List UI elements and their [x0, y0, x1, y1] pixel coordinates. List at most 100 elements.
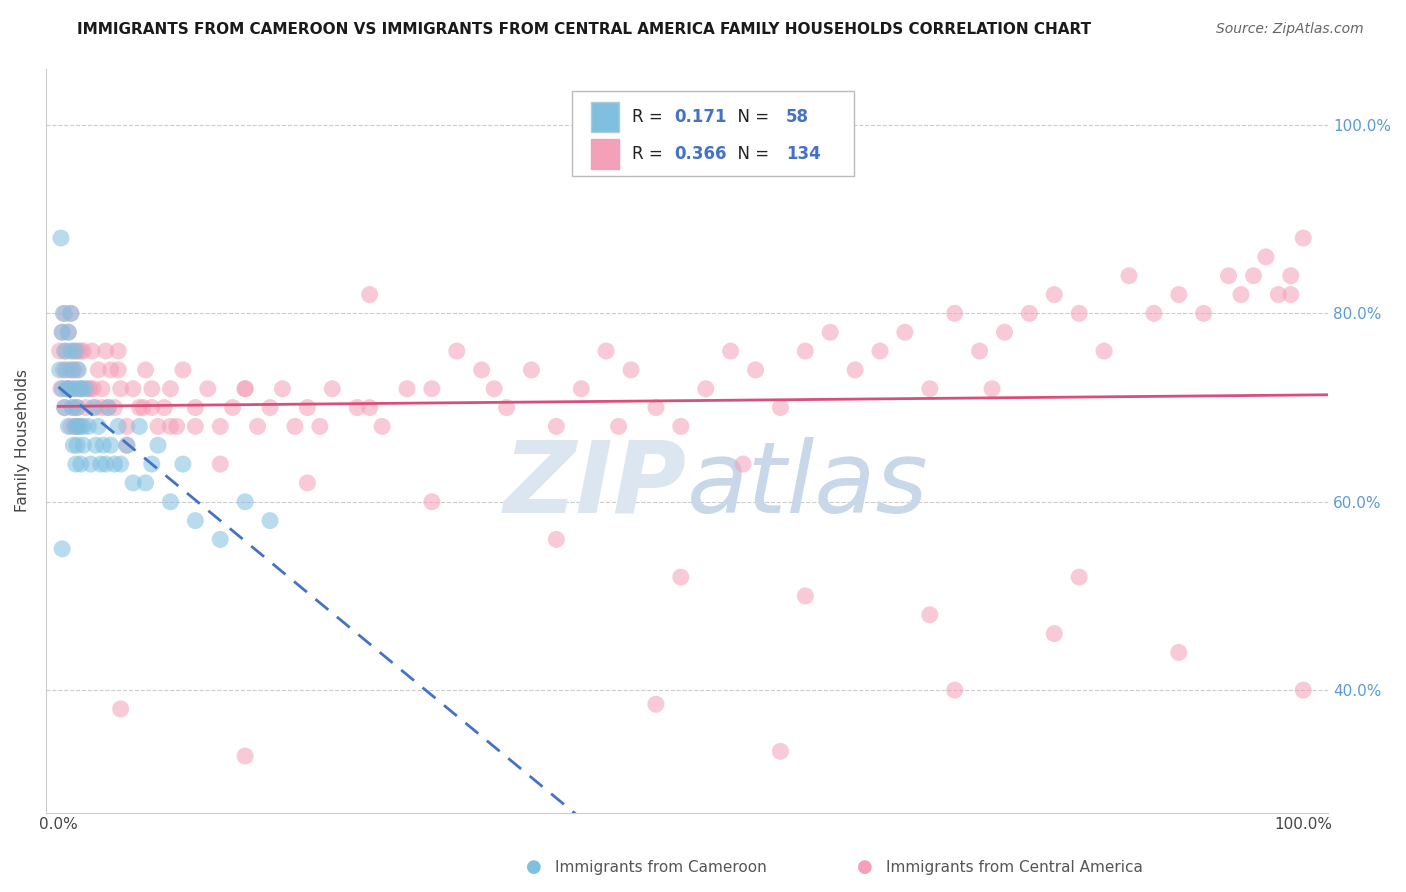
Point [395, 382, 418, 396]
Point [172, 363, 194, 377]
Point [271, 382, 294, 396]
Point [794, 344, 817, 359]
Point [69, 382, 91, 396]
FancyBboxPatch shape [572, 91, 853, 177]
Point [595, 344, 617, 359]
Point [184, 401, 207, 415]
Point [981, 382, 1004, 396]
Point [1254, 250, 1277, 264]
Point [894, 325, 917, 339]
Point [48, 363, 70, 377]
Point [184, 419, 207, 434]
Point [132, 401, 155, 415]
Point [943, 683, 966, 698]
Point [107, 419, 129, 434]
Point [471, 363, 494, 377]
Text: 0.366: 0.366 [675, 145, 727, 163]
Point [66, 419, 89, 434]
Point [72, 438, 94, 452]
Point [546, 533, 568, 547]
Point [297, 475, 319, 490]
Point [359, 287, 381, 301]
Text: R =: R = [631, 145, 668, 163]
Point [371, 419, 394, 434]
Point [53, 306, 76, 320]
Point [495, 401, 517, 415]
Point [67, 363, 90, 377]
Point [82, 401, 104, 415]
Point [87, 363, 110, 377]
Point [115, 438, 138, 452]
Point [110, 457, 132, 471]
Point [91, 401, 114, 415]
Point [66, 438, 89, 452]
Point [259, 401, 281, 415]
Point [79, 382, 101, 396]
Point [943, 306, 966, 320]
Point [62, 438, 84, 452]
Text: Source: ZipAtlas.com: Source: ZipAtlas.com [1216, 22, 1364, 37]
Point [346, 401, 368, 415]
Point [56, 382, 79, 396]
FancyBboxPatch shape [591, 102, 619, 132]
Point [66, 401, 89, 415]
Point [107, 363, 129, 377]
Point [1292, 683, 1315, 698]
Point [115, 438, 138, 452]
Text: 0.171: 0.171 [675, 108, 727, 126]
Point [233, 382, 256, 396]
Point [297, 401, 319, 415]
Point [87, 419, 110, 434]
Point [172, 457, 194, 471]
Point [769, 401, 792, 415]
Point [62, 344, 84, 359]
Point [1069, 306, 1091, 320]
Point [122, 382, 145, 396]
Point [67, 344, 90, 359]
Point [90, 457, 112, 471]
Point [97, 401, 120, 415]
Text: N =: N = [727, 108, 775, 126]
Point [53, 401, 76, 415]
Point [135, 363, 157, 377]
Point [869, 344, 891, 359]
Point [209, 419, 232, 434]
Point [246, 419, 269, 434]
Point [115, 419, 138, 434]
Point [82, 382, 104, 396]
Point [52, 306, 75, 320]
Point [84, 438, 107, 452]
Text: ●: ● [526, 858, 543, 876]
Text: Immigrants from Cameroon: Immigrants from Cameroon [555, 860, 768, 874]
Point [75, 382, 97, 396]
Point [62, 401, 84, 415]
Point [233, 494, 256, 508]
Point [59, 344, 82, 359]
Point [1043, 626, 1066, 640]
Point [1167, 287, 1189, 301]
Point [51, 325, 73, 339]
Point [75, 401, 97, 415]
Point [222, 401, 245, 415]
Point [1069, 570, 1091, 584]
Point [695, 382, 717, 396]
Point [53, 401, 76, 415]
Point [1230, 287, 1253, 301]
Point [103, 457, 125, 471]
Point [1143, 306, 1166, 320]
Point [67, 419, 90, 434]
Point [100, 438, 122, 452]
Point [70, 382, 93, 396]
Point [420, 382, 443, 396]
Point [233, 749, 256, 764]
Point [184, 514, 207, 528]
Point [794, 589, 817, 603]
Point [993, 325, 1015, 339]
Point [97, 401, 120, 415]
Point [1043, 287, 1066, 301]
Point [744, 363, 766, 377]
Point [58, 325, 80, 339]
Point [321, 382, 343, 396]
Point [359, 401, 381, 415]
Point [55, 363, 77, 377]
